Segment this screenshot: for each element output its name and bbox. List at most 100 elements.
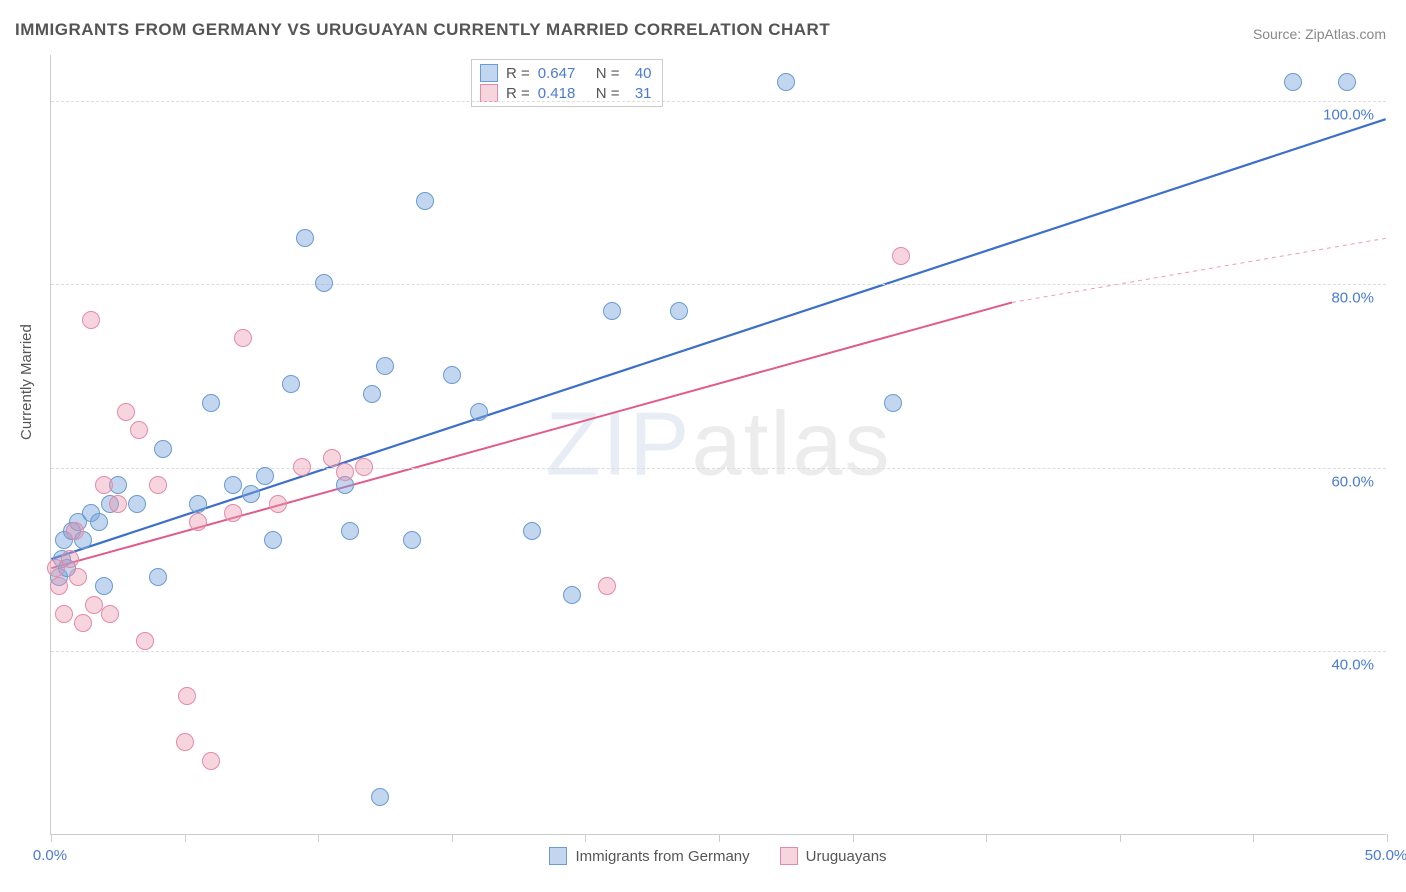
data-point-germany (282, 375, 300, 393)
data-point-uruguay (355, 458, 373, 476)
r-value: 0.647 (538, 65, 588, 82)
trend-line-dash-uruguay (1012, 238, 1386, 302)
data-point-germany (224, 476, 242, 494)
data-point-germany (403, 531, 421, 549)
data-point-germany (154, 440, 172, 458)
data-point-germany (523, 522, 541, 540)
gridline (51, 284, 1386, 285)
data-point-uruguay (55, 605, 73, 623)
gridline (51, 101, 1386, 102)
data-point-uruguay (117, 403, 135, 421)
data-point-germany (470, 403, 488, 421)
source-prefix: Source: (1253, 26, 1305, 42)
data-point-uruguay (61, 550, 79, 568)
watermark: ZIPatlas (545, 393, 891, 496)
series-legend: Immigrants from Germany Uruguayans (50, 847, 1386, 865)
x-tick (585, 834, 586, 842)
legend-label: Uruguayans (806, 848, 887, 865)
data-point-uruguay (109, 495, 127, 513)
data-point-uruguay (136, 632, 154, 650)
data-point-uruguay (149, 476, 167, 494)
data-point-germany (603, 302, 621, 320)
legend-swatch (549, 847, 567, 865)
x-tick (986, 834, 987, 842)
x-tick (452, 834, 453, 842)
data-point-germany (884, 394, 902, 412)
data-point-uruguay (178, 687, 196, 705)
data-point-germany (376, 357, 394, 375)
n-label: N = (596, 65, 620, 82)
n-value: 31 (628, 85, 652, 102)
data-point-uruguay (293, 458, 311, 476)
legend-item-germany: Immigrants from Germany (549, 847, 749, 865)
data-point-uruguay (130, 421, 148, 439)
x-tick (318, 834, 319, 842)
n-value: 40 (628, 65, 652, 82)
data-point-uruguay (50, 577, 68, 595)
x-tick-label: 0.0% (33, 847, 67, 864)
legend-swatch (480, 84, 498, 102)
n-label: N = (596, 85, 620, 102)
watermark-part-a: ZIP (545, 394, 691, 494)
x-tick (1120, 834, 1121, 842)
x-tick (1387, 834, 1388, 842)
data-point-uruguay (66, 522, 84, 540)
y-tick-label: 40.0% (1331, 657, 1374, 674)
data-point-germany (149, 568, 167, 586)
chart-title: IMMIGRANTS FROM GERMANY VS URUGUAYAN CUR… (15, 20, 830, 40)
data-point-uruguay (69, 568, 87, 586)
data-point-uruguay (892, 247, 910, 265)
data-point-germany (296, 229, 314, 247)
data-point-uruguay (224, 504, 242, 522)
r-label: R = (506, 85, 530, 102)
data-point-uruguay (269, 495, 287, 513)
data-point-uruguay (202, 752, 220, 770)
r-value: 0.418 (538, 85, 588, 102)
x-tick (185, 834, 186, 842)
data-point-germany (416, 192, 434, 210)
gridline (51, 468, 1386, 469)
data-point-germany (90, 513, 108, 531)
data-point-germany (363, 385, 381, 403)
y-tick-label: 80.0% (1331, 290, 1374, 307)
data-point-germany (371, 788, 389, 806)
watermark-part-b: atlas (691, 394, 891, 494)
data-point-germany (1338, 73, 1356, 91)
y-axis-title: Currently Married (18, 324, 35, 440)
data-point-germany (256, 467, 274, 485)
data-point-germany (242, 485, 260, 503)
data-point-uruguay (82, 311, 100, 329)
x-tick (51, 834, 52, 842)
x-tick (853, 834, 854, 842)
data-point-germany (95, 577, 113, 595)
correlation-legend: R = 0.647 N = 40 R = 0.418 N = 31 (471, 59, 663, 107)
x-tick (719, 834, 720, 842)
data-point-uruguay (74, 614, 92, 632)
legend-swatch (780, 847, 798, 865)
y-tick-label: 60.0% (1331, 473, 1374, 490)
data-point-germany (341, 522, 359, 540)
data-point-uruguay (598, 577, 616, 595)
x-tick (1253, 834, 1254, 842)
data-point-uruguay (95, 476, 113, 494)
x-tick-label: 50.0% (1365, 847, 1406, 864)
data-point-germany (202, 394, 220, 412)
legend-swatch (480, 64, 498, 82)
gridline (51, 651, 1386, 652)
r-label: R = (506, 65, 530, 82)
data-point-germany (670, 302, 688, 320)
data-point-uruguay (101, 605, 119, 623)
data-point-uruguay (189, 513, 207, 531)
data-point-uruguay (234, 329, 252, 347)
data-point-uruguay (176, 733, 194, 751)
data-point-germany (1284, 73, 1302, 91)
data-point-germany (315, 274, 333, 292)
data-point-germany (563, 586, 581, 604)
legend-item-uruguay: Uruguayans (780, 847, 887, 865)
plot-area: ZIPatlas R = 0.647 N = 40 R = 0.418 N = 31 40.0… (50, 55, 1386, 835)
data-point-germany (443, 366, 461, 384)
data-point-uruguay (336, 463, 354, 481)
trend-lines-layer (51, 55, 1386, 834)
data-point-germany (128, 495, 146, 513)
legend-label: Immigrants from Germany (575, 848, 749, 865)
